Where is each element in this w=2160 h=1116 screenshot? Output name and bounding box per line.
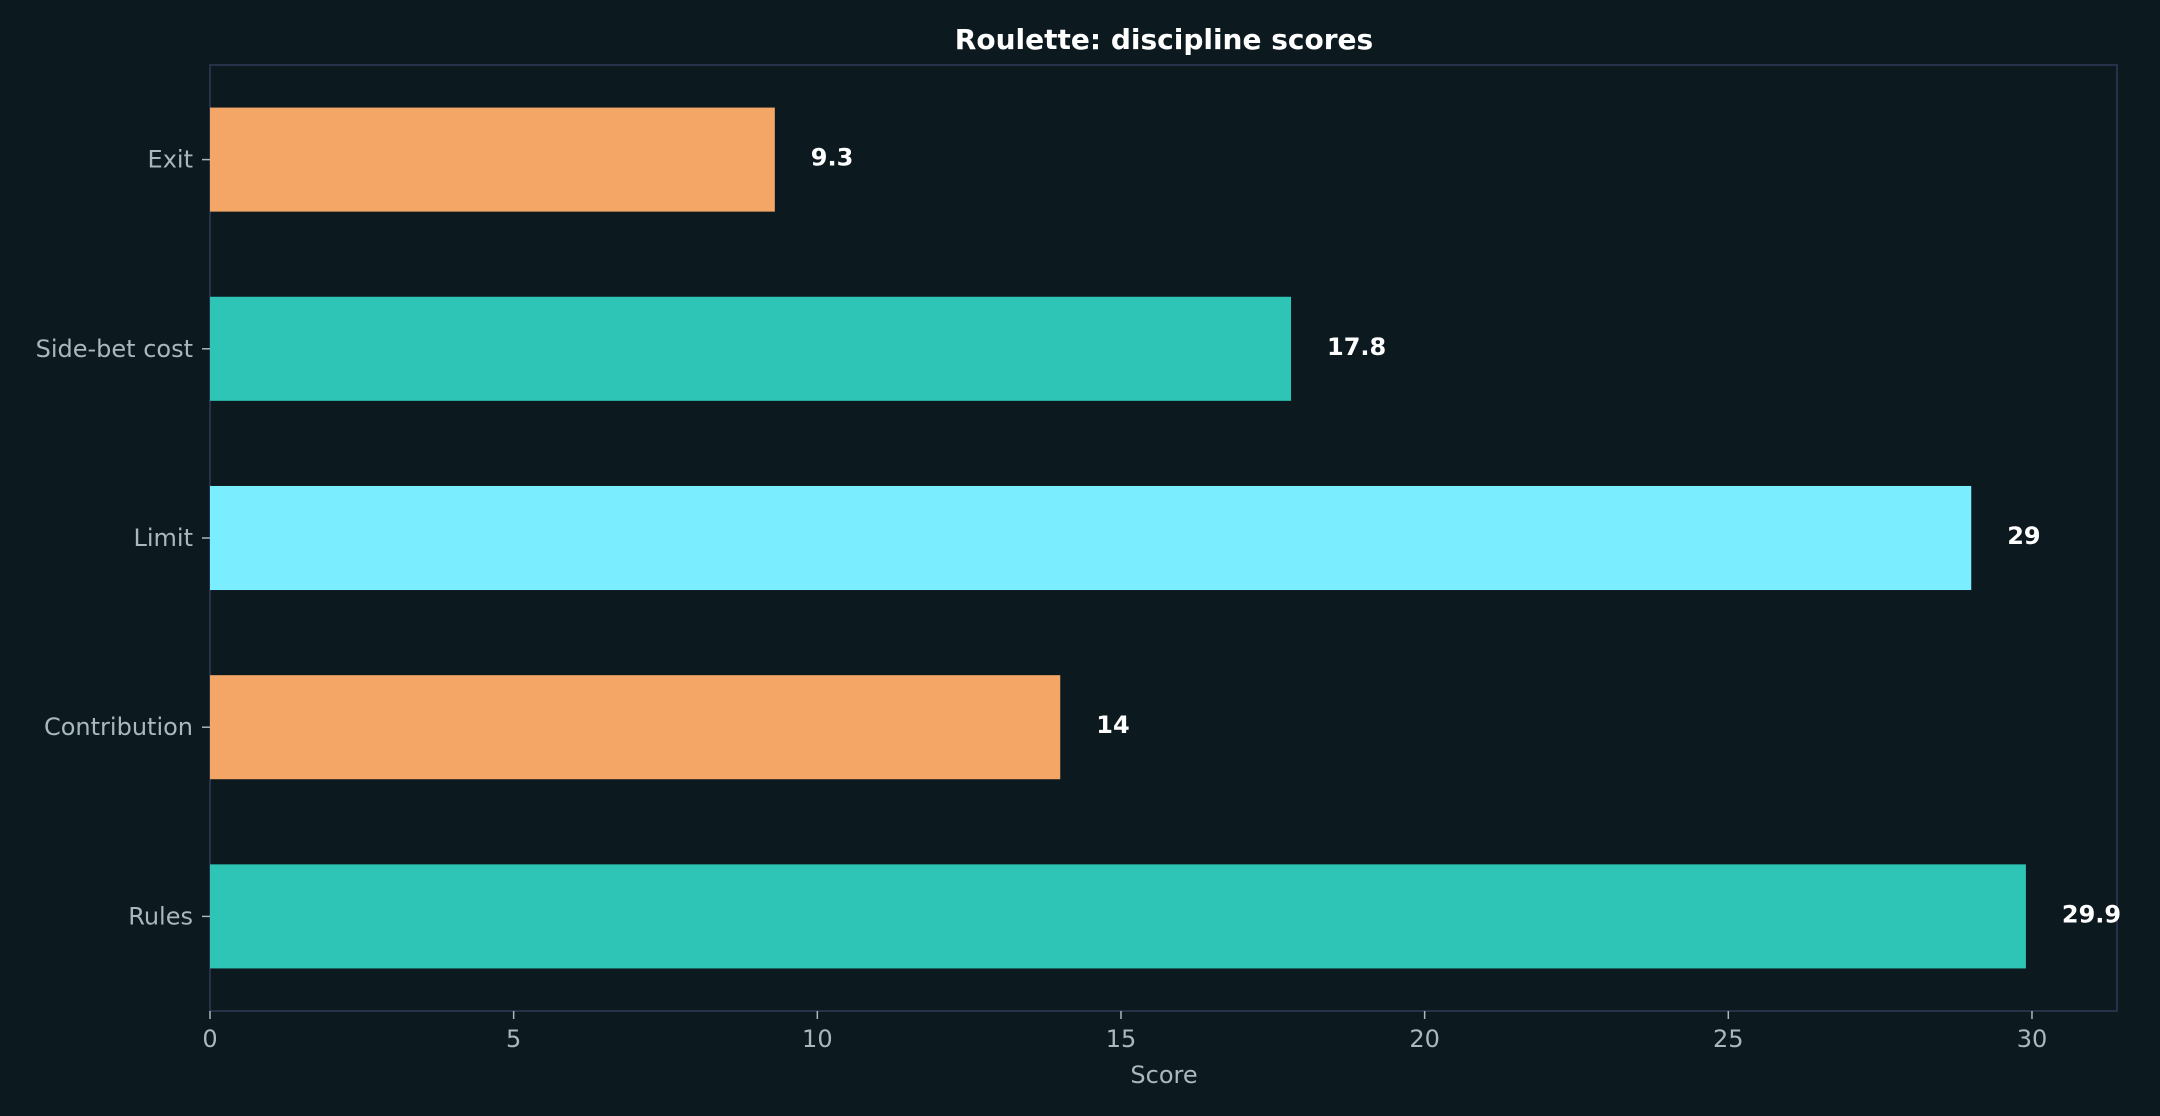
value-label: 29.9: [2062, 900, 2121, 928]
value-label: 29: [2007, 522, 2040, 550]
bars-group: [210, 107, 2026, 969]
bar-side-bet-cost: [210, 296, 1292, 401]
value-labels: 9.3 17.8 29 14 29.9: [811, 144, 2121, 929]
x-tick-label: 5: [506, 1025, 521, 1053]
bar-rules: [210, 864, 2026, 969]
category-labels: Exit Side-bet cost Limit Contribution Rules: [36, 146, 210, 930]
x-axis-label: Score: [1130, 1061, 1197, 1089]
value-label: 14: [1096, 711, 1129, 739]
x-tick-label: 20: [1409, 1025, 1440, 1053]
x-tick-label: 0: [202, 1025, 217, 1053]
bar-limit: [210, 485, 1972, 591]
value-label: 17.8: [1327, 333, 1386, 361]
value-label: 9.3: [811, 144, 854, 172]
category-label: Exit: [148, 146, 193, 174]
category-label: Rules: [128, 902, 193, 930]
x-tick-label: 25: [1713, 1025, 1744, 1053]
chart-title: Roulette: discipline scores: [955, 23, 1373, 56]
x-tick-label: 30: [2017, 1025, 2048, 1053]
x-tick-label: 10: [802, 1025, 833, 1053]
bar-exit: [210, 107, 775, 212]
category-label: Side-bet cost: [36, 335, 193, 363]
category-label: Contribution: [44, 713, 193, 741]
bar-contribution: [210, 675, 1061, 780]
x-tick-label: 15: [1106, 1025, 1137, 1053]
x-axis-ticks: 0 5 10 15 20 25 30: [202, 1011, 2047, 1053]
category-label: Limit: [134, 524, 194, 552]
